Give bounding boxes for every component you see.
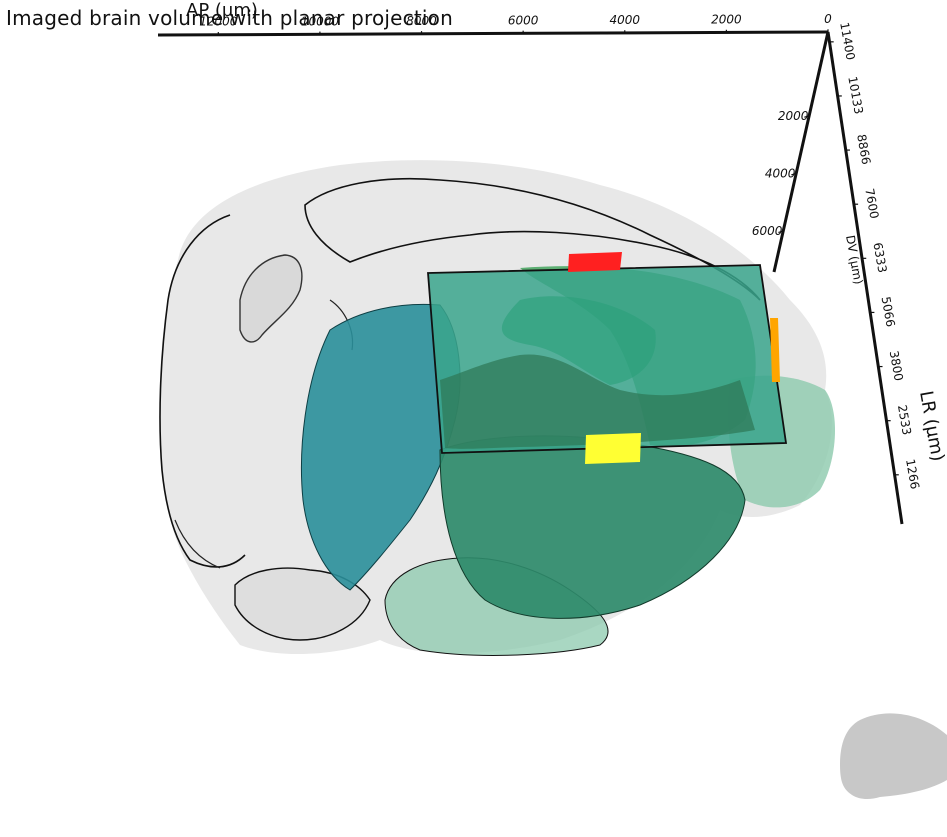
lr-tick-label: 3800	[887, 350, 906, 383]
ap-tick-label: 0	[824, 12, 832, 26]
ap-tick-label: 2000	[711, 12, 742, 26]
ap-axis: AP (µm) 12000 10000 8000 6000 4000 2000 0	[157, 0, 832, 37]
ap-tick-label: 8000	[406, 14, 437, 28]
lr-tick-label: 2533	[895, 404, 914, 437]
dv-tick-mark	[778, 230, 784, 233]
lr-axis: LR (µm) 11400 10133 8866 7600 6333 5066 3800 25…	[826, 21, 947, 525]
cerebellum-outline	[234, 567, 371, 641]
ap-tick-label: 12000	[199, 15, 238, 29]
marker-orange	[770, 318, 780, 382]
lr-tick-label: 11400	[837, 21, 857, 61]
dv-tick-label: 6000	[752, 224, 783, 238]
lr-axis-label: LR (µm)	[915, 389, 947, 463]
dv-tick-label: 2000	[778, 109, 809, 123]
ap-tick-label: 6000	[508, 13, 539, 27]
olfactory-outline	[159, 214, 246, 568]
lr-tick-label: 8866	[854, 133, 873, 166]
lr-tick-label: 1266	[903, 458, 922, 491]
lr-axis-line	[826, 31, 904, 525]
lr-tick-label: 10133	[845, 75, 865, 115]
ventral-outline	[174, 519, 221, 569]
marker-red	[568, 252, 622, 272]
dv-tick-mark	[791, 173, 797, 176]
ap-tick-label: 10000	[301, 14, 340, 28]
dv-tick-mark	[804, 115, 810, 118]
dv-tick-label: 4000	[765, 167, 796, 181]
ap-axis-line	[157, 30, 829, 37]
figure-title: Imaged brain volume with planar projecti…	[6, 6, 453, 30]
lr-tick-label: 7600	[862, 187, 881, 220]
projection-plane-upper-region	[501, 296, 656, 385]
marker-yellow	[585, 433, 641, 464]
projection-plane-texture	[440, 354, 755, 449]
brain-silhouette-icon	[840, 713, 947, 800]
lr-tick-label: 5066	[879, 295, 898, 328]
dv-axis-line	[772, 31, 830, 273]
orientation-icon	[840, 713, 947, 800]
projection-plane[interactable]	[427, 264, 788, 454]
hippocampus-outline	[239, 254, 303, 343]
ap-tick-label: 4000	[609, 13, 640, 27]
ap-axis-label: AP (µm)	[186, 0, 258, 21]
lr-tick-label: 6333	[870, 241, 889, 274]
